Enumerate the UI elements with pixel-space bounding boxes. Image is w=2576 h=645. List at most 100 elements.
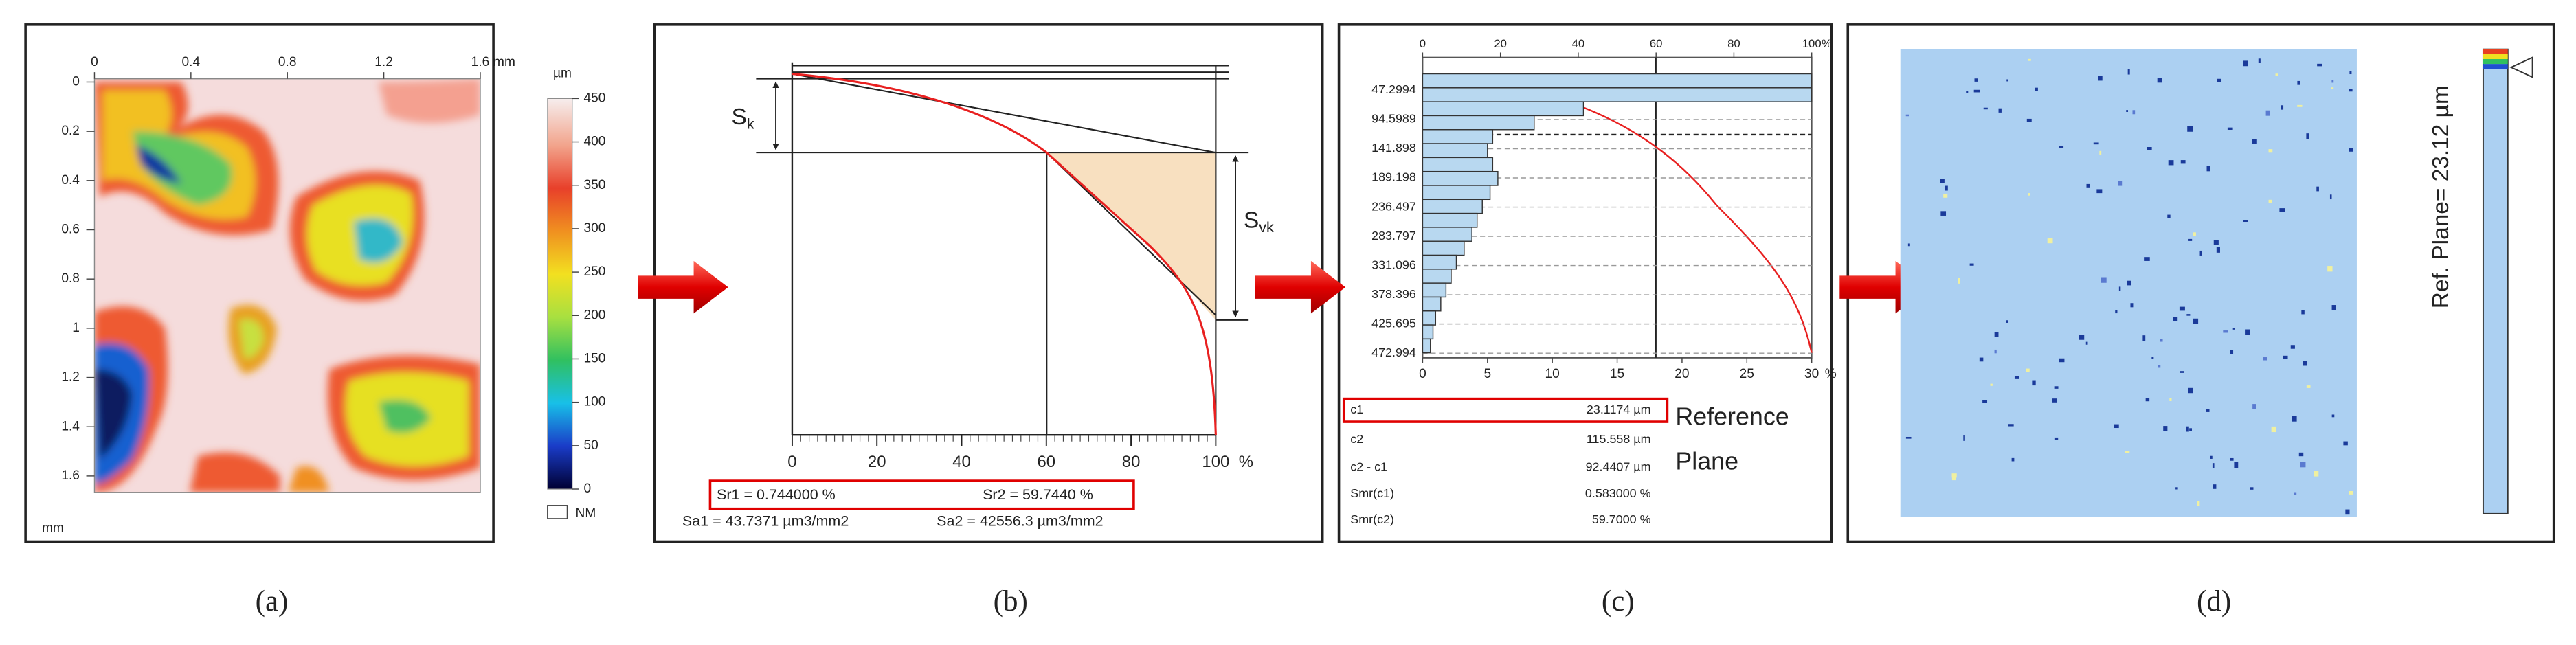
surface-pixel [2268,199,2272,203]
colorbar-tick-label: 250 [583,264,605,279]
histogram-bar [1422,143,1488,159]
table-key: c1 [1350,403,1363,416]
table-key: Smr(c2) [1350,512,1394,526]
table-key: c2 [1350,432,1363,446]
surface-pixel [2349,148,2353,152]
surface-pixel [2167,214,2171,218]
surface-pixel [2006,79,2008,82]
surface-pixel [1982,400,1988,403]
colorbar-tick-label: 300 [583,221,605,236]
flow-arrow [638,260,728,314]
depth-label: 472.994 [1371,346,1416,359]
table-value: 0.583000 % [1585,486,1651,500]
depth-label: 189.198 [1371,170,1416,184]
surface-pixel [2006,320,2008,323]
histogram-bar [1422,240,1465,256]
surface-pixel [2187,126,2193,132]
surface-pixel [2297,80,2300,85]
colorbar-tick-label: 450 [583,91,605,105]
caption: (b) [994,585,1028,618]
surface-pixel [2316,186,2319,192]
histogram-bar [1422,269,1452,284]
surface-pixel [2245,329,2250,335]
surface-pixel [2132,110,2136,115]
surface-pixel [2230,350,2234,354]
depth-label: 425.695 [1371,316,1416,330]
x-tick-label: 60 [1038,453,1056,471]
sk-label-symbol: S [732,104,747,130]
histogram-bar [1422,87,1813,102]
surface-pixel [2186,314,2191,316]
svk-label-subscript: vk [1259,219,1274,236]
surface-pixel [2275,73,2278,76]
surface-pixel [2163,426,2168,431]
surface-pixel [2126,110,2129,112]
sr2-label: Sr2 = 59.7440 % [983,486,1093,503]
histogram-bar [1422,199,1483,214]
x-tick-label: 0 [91,55,98,69]
depth-label: 141.898 [1371,141,1416,155]
histogram-bar [1422,170,1499,186]
top-tick-label: 0 [1420,37,1426,50]
histogram-bar [1422,73,1813,89]
surface-pixel [2054,437,2059,440]
surface-pixel [2188,238,2193,241]
surface-pixel [2243,60,2248,67]
depth-label: 236.497 [1371,199,1416,213]
surface-pixel [2180,371,2184,373]
depth-label: 378.396 [1371,287,1416,301]
surface-pixel [2085,341,2088,345]
surface-pixel [2158,365,2161,368]
histogram-bar [1422,157,1494,172]
sa1-label: Sa1 = 43.7371 µm3/mm2 [682,512,849,529]
surface-pixel [2317,63,2322,67]
surface-pixel [2258,58,2261,63]
histogram-bar [1422,227,1472,242]
colorbar-tick-label: 0 [583,482,591,496]
surface-pixel [2175,487,2178,490]
height-map [94,78,480,493]
surface-pixel [2127,69,2130,75]
histogram-bar [1422,310,1437,326]
svk-label-symbol: S [1244,207,1259,233]
surface-pixel [2098,76,2103,81]
surface-pixel [2223,330,2228,333]
surface-pixel [2086,183,2090,188]
surface-pixel [2114,424,2119,429]
surface-pixel [1966,91,1969,93]
surface-pixel [2230,457,2234,461]
surface-pixel [1974,78,1978,82]
surface-pixel [1994,349,1997,354]
surface-pixel [1998,108,2002,113]
y-tick-label: 1.2 [61,370,80,385]
x-tick-label: 0.4 [182,55,201,69]
surface-pixel [2268,149,2273,153]
surface-pixel [2151,357,2154,359]
histogram-bar [1422,185,1491,201]
histogram-bar [1422,254,1457,270]
surface-pixel [2118,286,2121,291]
bottom-tick-label: 0 [1419,367,1426,381]
svk-area [1046,152,1216,320]
surface-pixel [2054,386,2059,389]
surface-pixel [2252,139,2257,144]
svk-label: Svk [1244,207,1274,235]
colorbar-tick-label: 50 [583,438,598,453]
surface-pixel [1940,211,1947,216]
bottom-tick-label: 30 [1804,367,1819,381]
surface-pixel [2028,58,2031,61]
caption: (a) [256,585,289,618]
y-tick-label: 1 [72,321,80,335]
surface-pixel [2265,110,2270,116]
y-tick-label: 1.4 [61,419,80,433]
colorbar-label: Ref. Plane= 23.12 µm [2428,85,2454,308]
y-tick-label: 0.2 [61,124,80,138]
histogram-bar [1422,212,1478,228]
top-tick-label: 20 [1494,37,1507,50]
surface-pixel [2059,146,2064,148]
surface-pixel [2314,471,2319,477]
surface-pixel [1958,278,1960,284]
surface-pixel [2028,193,2030,196]
surface-pixel [2329,194,2332,200]
surface-pixel [2301,310,2305,315]
